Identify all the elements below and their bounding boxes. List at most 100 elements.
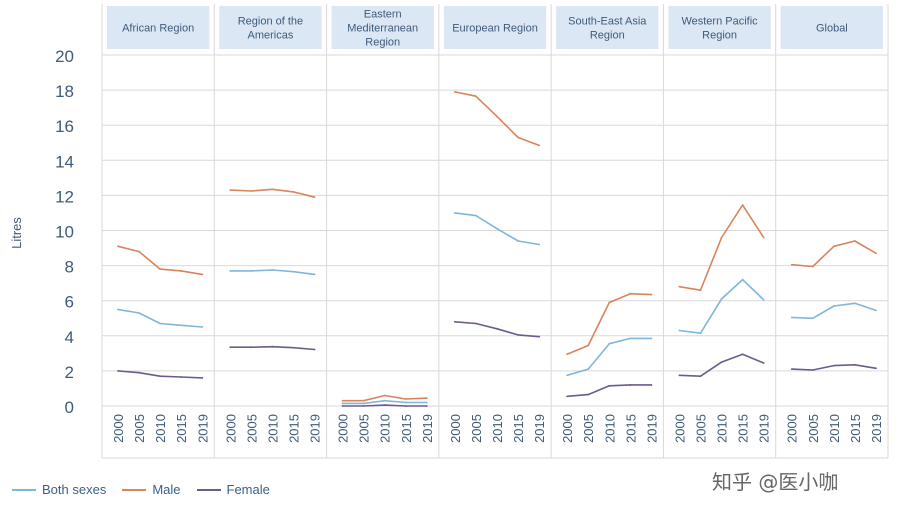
series-line-male bbox=[454, 91, 540, 147]
data-point-both bbox=[362, 402, 365, 405]
data-point-female bbox=[832, 364, 835, 367]
data-point-female bbox=[292, 346, 295, 349]
data-point-female bbox=[699, 375, 702, 378]
data-point-female bbox=[138, 371, 140, 374]
data-point-female bbox=[629, 384, 632, 386]
x-tick-label: 2000 bbox=[785, 414, 800, 443]
x-tick-label: 2010 bbox=[378, 414, 393, 443]
watermark: 知乎 @医小咖 bbox=[712, 470, 839, 494]
x-tick-label: 2015 bbox=[736, 414, 751, 443]
data-point-female bbox=[811, 369, 814, 371]
legend-item-male: Male bbox=[122, 482, 181, 497]
data-point-female bbox=[341, 405, 344, 407]
data-point-male bbox=[566, 353, 569, 356]
legend-label-female: Female bbox=[226, 482, 270, 497]
data-point-both bbox=[341, 402, 344, 405]
data-point-both bbox=[741, 278, 744, 281]
x-tick-label: 2015 bbox=[848, 414, 863, 443]
data-point-male bbox=[608, 301, 611, 304]
data-point-both bbox=[117, 308, 119, 311]
panel-title: Region bbox=[365, 37, 400, 49]
data-point-female bbox=[475, 322, 477, 325]
series-line-both bbox=[679, 278, 765, 335]
data-point-male bbox=[762, 236, 765, 239]
data-point-female bbox=[180, 376, 183, 378]
y-tick-label: 6 bbox=[65, 293, 74, 312]
data-point-female bbox=[425, 405, 428, 407]
data-point-female bbox=[720, 361, 723, 364]
x-tick-label: 2000 bbox=[336, 414, 351, 443]
data-point-both bbox=[313, 273, 316, 276]
data-point-male bbox=[138, 250, 140, 253]
data-point-female bbox=[404, 405, 407, 407]
x-tick-label: 2019 bbox=[757, 414, 772, 443]
x-tick-label: 2005 bbox=[469, 414, 484, 443]
panel-title: Region bbox=[702, 30, 737, 42]
data-point-both bbox=[762, 298, 765, 301]
data-point-male bbox=[854, 240, 856, 242]
x-tick-label: 2010 bbox=[153, 414, 168, 443]
data-point-female bbox=[453, 320, 456, 323]
legend-swatch-both bbox=[12, 488, 36, 491]
x-tick-label: 2015 bbox=[287, 414, 302, 443]
data-point-female bbox=[496, 327, 498, 330]
x-tick-label: 2010 bbox=[265, 414, 280, 443]
panel-title: African Region bbox=[122, 23, 194, 35]
panel-title: Global bbox=[816, 23, 848, 35]
series-line-male bbox=[791, 240, 877, 268]
series-line-male bbox=[679, 204, 765, 292]
panel-title: European Region bbox=[452, 23, 538, 35]
data-point-female bbox=[790, 368, 793, 371]
x-tick-label: 2010 bbox=[602, 414, 617, 443]
panel-title: Eastern bbox=[364, 9, 402, 21]
legend: Both sexes Male Female bbox=[12, 482, 270, 497]
x-tick-label: 2005 bbox=[244, 414, 259, 443]
data-point-both bbox=[292, 270, 295, 273]
data-point-both bbox=[180, 324, 183, 327]
x-tick-label: 2005 bbox=[357, 414, 372, 443]
data-point-male bbox=[271, 188, 274, 191]
y-tick-label: 4 bbox=[65, 328, 74, 347]
data-point-female bbox=[566, 395, 569, 398]
data-point-male bbox=[292, 190, 295, 193]
x-tick-label: 2000 bbox=[672, 414, 687, 443]
legend-label-male: Male bbox=[152, 482, 181, 497]
legend-label-both: Both sexes bbox=[42, 482, 107, 497]
data-point-both bbox=[875, 309, 877, 312]
series-line-female bbox=[679, 353, 765, 378]
data-point-both bbox=[811, 317, 814, 320]
x-tick-label: 2019 bbox=[195, 414, 210, 443]
data-point-male bbox=[741, 204, 744, 206]
y-tick-label: 14 bbox=[55, 152, 74, 171]
data-point-female bbox=[201, 377, 204, 379]
data-point-both bbox=[201, 326, 204, 328]
data-point-male bbox=[201, 273, 204, 276]
y-tick-label: 8 bbox=[65, 258, 74, 277]
data-point-male bbox=[159, 268, 162, 271]
data-point-female bbox=[271, 345, 274, 348]
data-point-male bbox=[587, 344, 590, 347]
data-point-female bbox=[517, 334, 519, 336]
data-point-both bbox=[383, 399, 386, 402]
data-point-female bbox=[678, 374, 681, 377]
x-tick-label: 2019 bbox=[532, 414, 547, 443]
y-tick-label: 12 bbox=[55, 187, 74, 206]
data-point-male bbox=[250, 190, 253, 192]
data-point-female bbox=[762, 362, 765, 364]
y-tick-label: 20 bbox=[55, 47, 74, 66]
data-point-male bbox=[117, 245, 119, 248]
data-point-male bbox=[790, 263, 793, 266]
data-point-female bbox=[159, 375, 162, 378]
legend-item-female: Female bbox=[196, 482, 270, 497]
data-point-male bbox=[341, 399, 344, 402]
x-tick-label: 2010 bbox=[715, 414, 730, 443]
data-point-both bbox=[629, 337, 632, 340]
panel-header-5 bbox=[556, 6, 659, 49]
panel-title: Region bbox=[590, 30, 625, 42]
x-tick-label: 2019 bbox=[420, 414, 435, 443]
x-tick-label: 2005 bbox=[694, 414, 709, 443]
panel-header-2 bbox=[219, 6, 322, 49]
y-tick-label: 16 bbox=[55, 117, 74, 136]
series-line-male bbox=[230, 188, 315, 198]
